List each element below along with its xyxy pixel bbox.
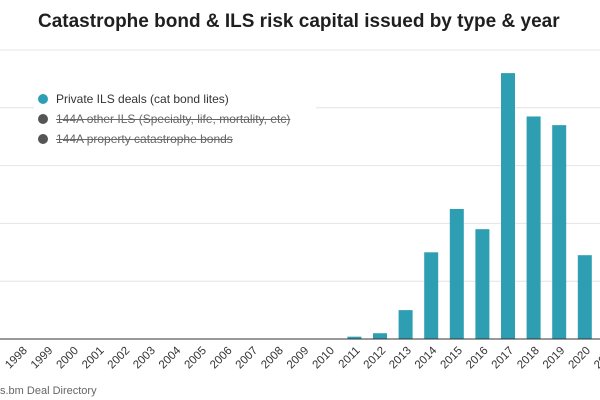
legend-swatch-private-ils (38, 94, 48, 104)
bar-2014[interactable] (424, 252, 439, 339)
bar-2011[interactable] (347, 336, 362, 339)
x-tick-label-2009: 2009 (285, 345, 312, 372)
x-tick-label-2012: 2012 (362, 345, 389, 372)
legend-item-private-ils[interactable]: Private ILS deals (cat bond lites) (38, 89, 310, 109)
x-tick-label-2021: 2021 (592, 345, 600, 372)
x-tick-label-2018: 2018 (515, 345, 542, 372)
legend-item-144a-other-ils[interactable]: 144A other ILS (Specialty, life, mortali… (38, 109, 310, 129)
legend-item-144a-property-cat-bonds[interactable]: 144A property catastrophe bonds (38, 129, 310, 149)
x-tick-label-2011: 2011 (337, 345, 363, 371)
bar-2019[interactable] (552, 125, 567, 339)
x-axis-tick-labels: 1997 1998 1999 2000 2001 2002 2003 2004 2005 2006… (0, 344, 600, 371)
x-tick-label-2015: 2015 (438, 345, 465, 372)
x-tick-label-2017: 2017 (490, 345, 517, 372)
x-tick-label-2014: 2014 (413, 344, 440, 371)
bar-2012[interactable] (373, 333, 387, 339)
bar-2016[interactable] (475, 229, 490, 339)
x-tick-label-2003: 2003 (131, 345, 158, 372)
legend-swatch-144a-property-cat-bonds (38, 134, 48, 144)
bar-2013[interactable] (398, 310, 413, 339)
x-tick-label-2007: 2007 (234, 345, 261, 372)
legend: Private ILS deals (cat bond lites) 144A … (34, 86, 316, 153)
x-tick-label-2019: 2019 (541, 345, 568, 372)
legend-label-144a-property-cat-bonds: 144A property catastrophe bonds (56, 132, 233, 146)
bar-2018[interactable] (526, 116, 541, 339)
bar-series (347, 73, 592, 340)
x-tick-label-1997: 1997 (0, 345, 4, 372)
x-tick-label-2000: 2000 (54, 345, 81, 372)
x-tick-label-2001: 2001 (80, 345, 107, 372)
x-tick-label-2005: 2005 (182, 345, 209, 372)
x-tick-label-2004: 2004 (157, 344, 184, 371)
x-tick-label-2016: 2016 (464, 345, 491, 372)
x-tick-label-2008: 2008 (259, 345, 286, 372)
legend-label-private-ils: Private ILS deals (cat bond lites) (56, 92, 229, 106)
source-credit: s.bm Deal Directory (0, 385, 97, 397)
legend-swatch-144a-other-ils (38, 114, 48, 124)
legend-label-144a-other-ils: 144A other ILS (Specialty, life, mortali… (56, 112, 291, 126)
x-tick-label-2013: 2013 (387, 345, 414, 372)
chart-title: Catastrophe bond & ILS risk capital issu… (38, 11, 560, 32)
x-tick-label-1998: 1998 (3, 345, 30, 372)
bar-2017[interactable] (501, 73, 515, 340)
x-tick-label-2002: 2002 (106, 345, 133, 372)
x-tick-label-2006: 2006 (208, 345, 235, 372)
bar-2015[interactable] (449, 208, 464, 339)
x-tick-label-1999: 1999 (29, 345, 56, 372)
x-tick-label-2010: 2010 (310, 345, 337, 372)
bar-2020[interactable] (577, 255, 592, 339)
x-tick-label-2020: 2020 (566, 345, 593, 372)
